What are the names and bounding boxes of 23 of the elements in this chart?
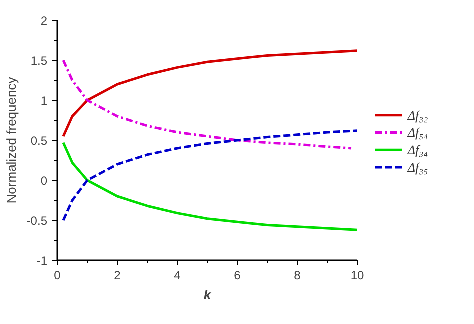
y-tick-label: 0.5 (30, 134, 48, 148)
x-tick-label: 6 (234, 268, 242, 282)
line-series (62, 142, 358, 232)
line-series (62, 59, 353, 150)
y-tick-label: -1 (36, 254, 48, 268)
y-tick-label: -0.5 (26, 214, 48, 228)
line-series (62, 130, 358, 222)
line-series (62, 50, 358, 138)
y-tick-label: 1.5 (30, 54, 48, 68)
x-tick-label: 2 (114, 268, 122, 282)
y-tick-label: 2 (40, 14, 48, 28)
x-tick-label: 4 (174, 268, 182, 282)
y-tick-label: 0 (40, 174, 48, 188)
y-axis-title: Normalized frequency (4, 76, 19, 204)
legend-label: Δf₃₄ (406, 142, 429, 158)
y-tick-label: 1 (40, 94, 48, 108)
x-tick-label: 8 (294, 268, 302, 282)
legend-label: Δf₃₂ (406, 108, 429, 123)
legend-label: Δf₃₅ (406, 160, 428, 175)
x-axis-title: k (204, 288, 212, 302)
x-tick-label: 10 (350, 268, 364, 282)
x-tick-label: 0 (54, 268, 62, 282)
legend-label: Δf₅₄ (406, 125, 429, 140)
